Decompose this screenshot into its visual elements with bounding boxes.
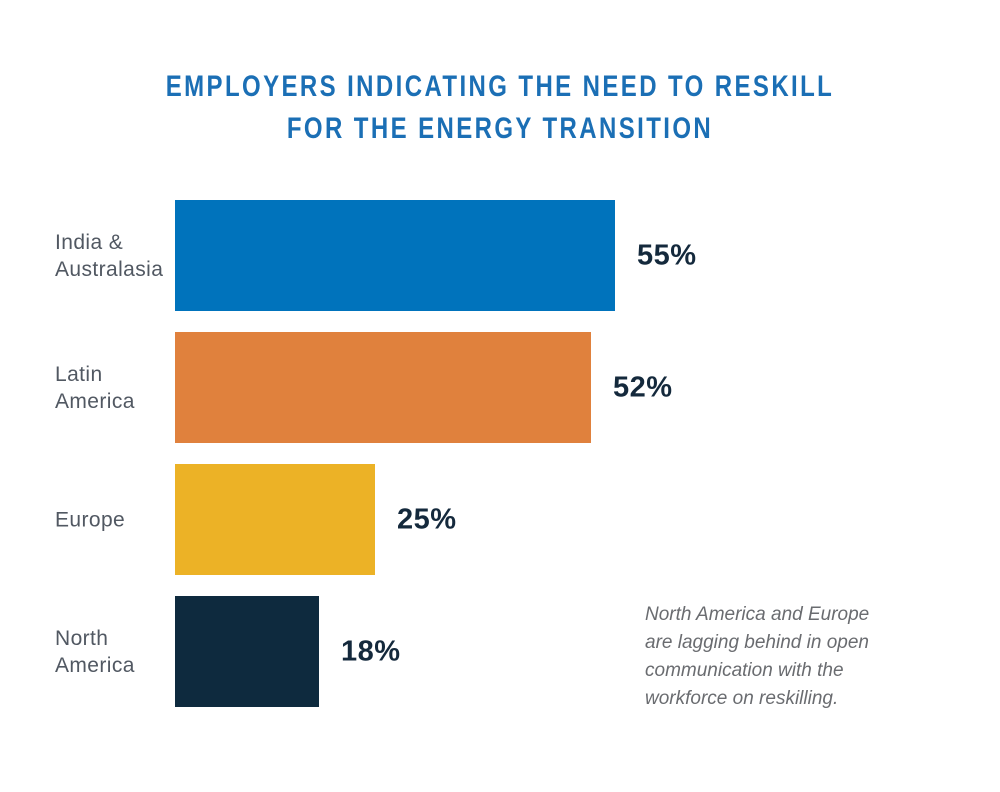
category-label: North America xyxy=(55,626,135,677)
value-label: 18% xyxy=(341,635,401,667)
bar xyxy=(175,200,615,311)
annotation-line-2: are lagging behind in open xyxy=(645,632,869,653)
annotation-line-4: workforce on reskilling. xyxy=(645,688,839,709)
category-label: India & Australasia xyxy=(55,230,164,281)
value-label: 25% xyxy=(397,503,457,535)
chart-rows: India & Australasia 55% Latin America 52% Euro… xyxy=(0,200,1000,728)
value-label: 52% xyxy=(613,371,673,403)
category-label: Europe xyxy=(55,508,126,531)
chart-title-line-1: EMPLOYERS INDICATING THE NEED TO RESKILL xyxy=(165,70,835,103)
bar xyxy=(175,332,591,443)
annotation-line-1: North America and Europe xyxy=(645,604,870,625)
value-label: 55% xyxy=(637,239,697,271)
bar xyxy=(175,464,375,575)
annotation-line-3: communication with the xyxy=(645,660,844,681)
chart-title: EMPLOYERS INDICATING THE NEED TO RESKILL… xyxy=(0,66,1000,150)
chart-row: North America 18% xyxy=(0,596,1000,707)
chart-title-line-2: FOR THE ENERGY TRANSITION xyxy=(286,112,714,145)
category-label: Latin America xyxy=(55,362,135,413)
chart-row: Europe 25% xyxy=(0,464,1000,575)
chart-row: Latin America 52% xyxy=(0,332,1000,443)
chart-row: India & Australasia 55% xyxy=(0,200,1000,311)
annotation-text: North America and Europe are lagging beh… xyxy=(645,601,905,713)
bar xyxy=(175,596,319,707)
